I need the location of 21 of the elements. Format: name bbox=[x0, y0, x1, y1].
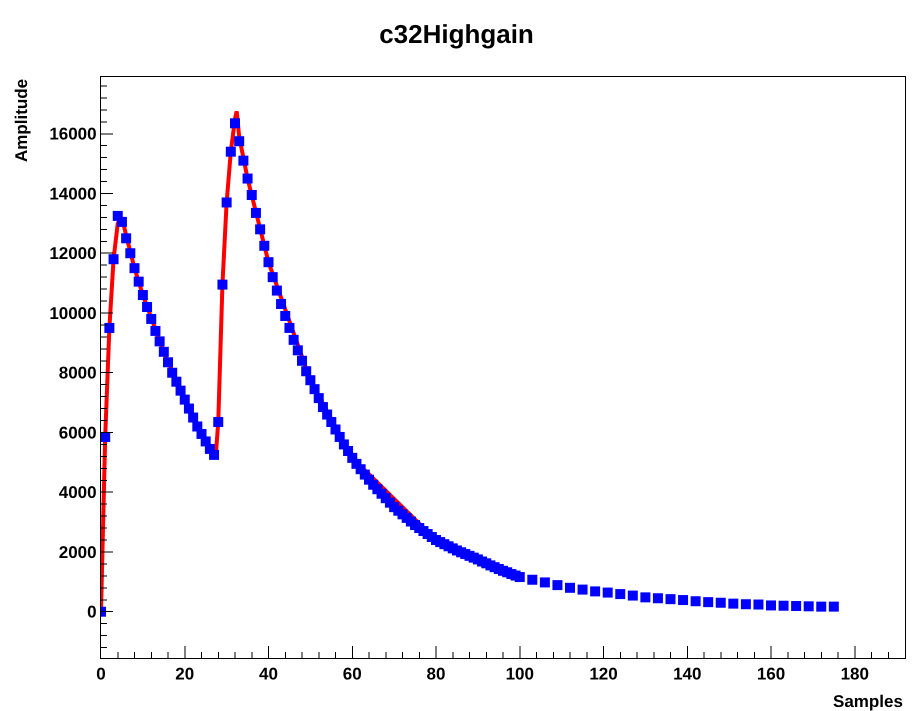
x-tick-label: 40 bbox=[259, 664, 278, 684]
y-tick-label: 14000 bbox=[49, 184, 97, 204]
y-tick-label: 0 bbox=[87, 602, 97, 622]
y-tick-label: 10000 bbox=[49, 304, 97, 323]
y-tick-label: 12000 bbox=[49, 244, 97, 264]
y-tick-label: 6000 bbox=[58, 423, 97, 442]
chart-title: c32Highgain bbox=[379, 19, 534, 50]
x-tick-label: 160 bbox=[756, 664, 786, 684]
x-tick-label: 140 bbox=[673, 664, 702, 684]
y-tick-label: 16000 bbox=[49, 124, 97, 144]
x-axis-title: Samples bbox=[833, 692, 903, 711]
x-tick-label: 80 bbox=[426, 664, 446, 684]
y-tick-label: 8000 bbox=[58, 364, 97, 383]
x-tick-label: 120 bbox=[589, 664, 618, 684]
x-tick-label: 20 bbox=[175, 664, 194, 684]
y-axis-title: Amplitude bbox=[12, 78, 31, 162]
x-tick-label: 60 bbox=[342, 664, 362, 684]
y-tick-label: 2000 bbox=[58, 542, 97, 562]
y-tick-label: 4000 bbox=[58, 483, 97, 502]
x-tick-label: 180 bbox=[840, 664, 869, 684]
x-tick-label: 100 bbox=[506, 664, 534, 684]
